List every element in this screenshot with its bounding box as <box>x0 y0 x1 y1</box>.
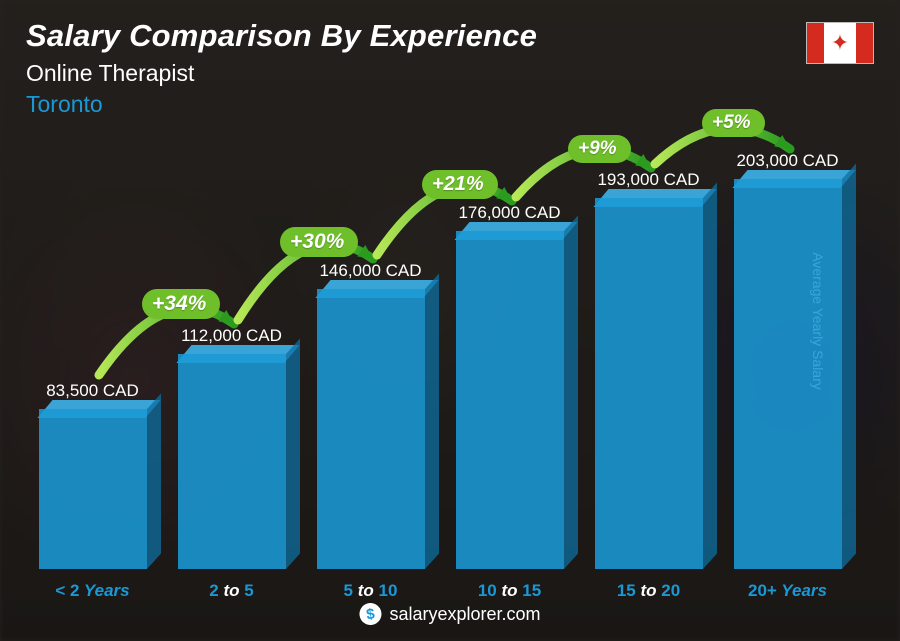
bar <box>456 231 564 569</box>
bar-front-face <box>734 179 842 569</box>
bar <box>595 198 703 569</box>
watermark-logo-icon: $ <box>358 602 383 627</box>
bar-front-face <box>178 354 286 569</box>
flag-center: ✦ <box>824 23 856 63</box>
percent-increase-badge: +5% <box>702 109 765 137</box>
bar-side-face <box>425 273 439 569</box>
content-root: Salary Comparison By Experience Online T… <box>0 0 900 641</box>
bar-front-face <box>595 198 703 569</box>
bar-side-face <box>842 163 856 569</box>
bar-value-label: 203,000 CAD <box>736 151 838 171</box>
bar-value-label: 193,000 CAD <box>597 170 699 190</box>
percent-increase-badge: +9% <box>568 135 631 163</box>
bar-front-face <box>39 409 147 569</box>
flag-band-right <box>856 23 873 63</box>
maple-leaf-icon: ✦ <box>831 32 849 54</box>
bar-front-face <box>317 289 425 569</box>
bar-wrap: 83,500 CAD< 2 Years <box>30 381 155 569</box>
chart-subtitle: Online Therapist <box>26 60 537 87</box>
bar <box>734 179 842 569</box>
flag-band-left <box>807 23 824 63</box>
bar-side-face <box>703 182 717 569</box>
canada-flag-icon: ✦ <box>806 22 874 64</box>
bar-chart: 83,500 CAD< 2 Years112,000 CAD2 to 5146,… <box>30 99 850 569</box>
bar-side-face <box>286 338 300 569</box>
chart-title: Salary Comparison By Experience <box>26 18 537 54</box>
percent-increase-badge: +30% <box>280 227 358 257</box>
percent-increase-badge: +21% <box>422 170 498 199</box>
watermark-glyph: $ <box>365 605 376 623</box>
bar-wrap: 176,000 CAD10 to 15 <box>447 203 572 569</box>
percent-increase-badge: +34% <box>142 289 220 319</box>
bar-wrap: 112,000 CAD2 to 5 <box>169 326 294 569</box>
bar-value-label: 83,500 CAD <box>46 381 139 401</box>
bar-value-label: 176,000 CAD <box>458 203 560 223</box>
bar-value-label: 112,000 CAD <box>181 326 282 346</box>
bar-front-face <box>456 231 564 569</box>
bar-wrap: 146,000 CAD5 to 10 <box>308 261 433 569</box>
bar-side-face <box>564 215 578 569</box>
bar-wrap: 203,000 CAD20+ Years <box>725 151 850 569</box>
watermark-text: salaryexplorer.com <box>389 604 540 625</box>
bar <box>317 289 425 569</box>
bar <box>39 409 147 569</box>
bar-category-label: 20+ Years <box>700 581 875 601</box>
watermark: $ salaryexplorer.com <box>359 603 540 625</box>
bar <box>178 354 286 569</box>
bar-side-face <box>147 393 161 569</box>
bar-wrap: 193,000 CAD15 to 20 <box>586 170 711 569</box>
bar-value-label: 146,000 CAD <box>319 261 421 281</box>
